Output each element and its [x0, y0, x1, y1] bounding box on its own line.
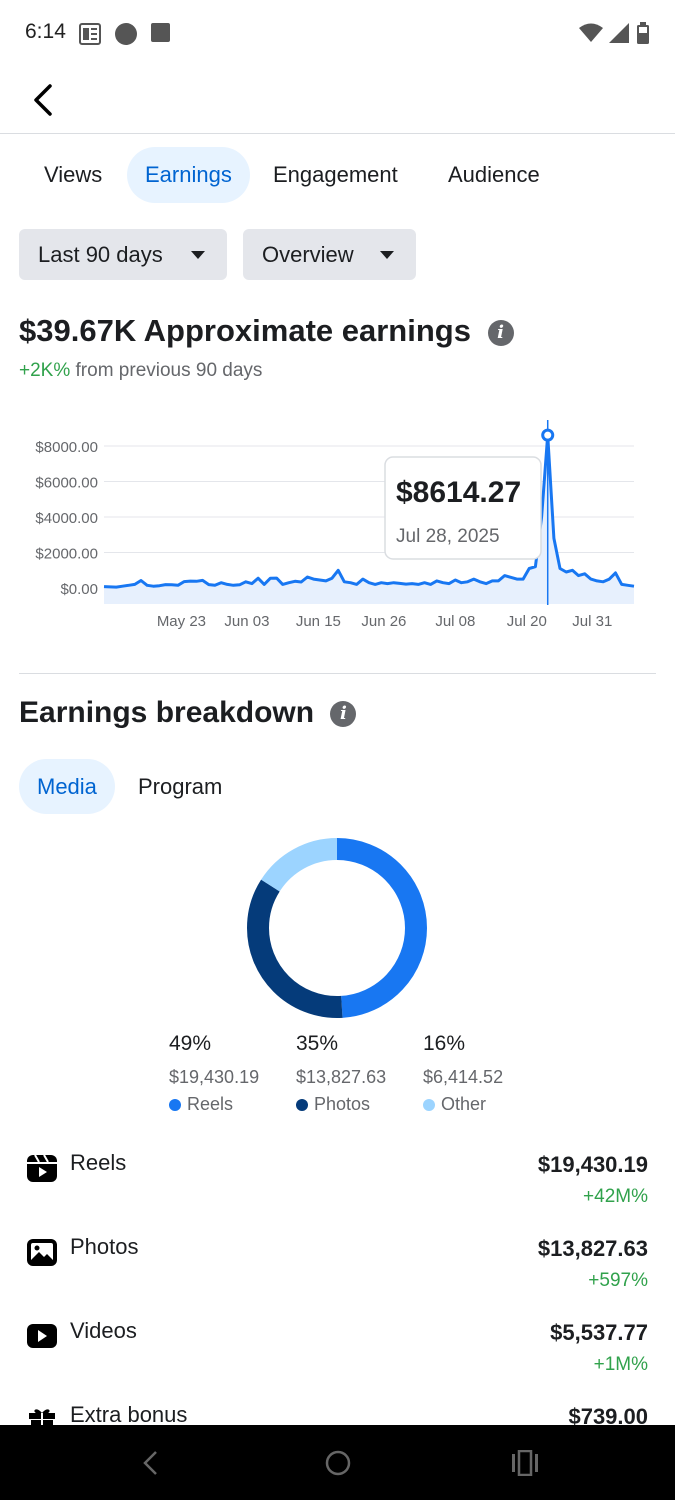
back-arrow-icon[interactable]	[28, 82, 60, 118]
status-time: 6:14	[25, 20, 66, 43]
chart-x-tick-label: Jul 08	[435, 613, 475, 630]
breakdown-row-extra-bonus[interactable]: Extra bonus $739.00	[0, 1402, 675, 1486]
news-icon	[79, 23, 101, 45]
battery-icon	[637, 22, 649, 44]
change-suffix: from previous 90 days	[75, 360, 263, 381]
signal-icon	[609, 23, 629, 43]
row-amount: $19,430.19	[537, 1152, 648, 1177]
status-bar: 6:14	[0, 0, 675, 66]
video-icon	[27, 1324, 57, 1348]
reels-dot-icon	[169, 1099, 181, 1112]
chart-x-tick-label: Jun 15	[296, 613, 341, 630]
insight-tabs: Views Earnings Engagement Audience	[0, 147, 675, 203]
view-dropdown[interactable]: Overview	[243, 229, 416, 280]
photo-icon	[27, 1239, 57, 1266]
caret-down-icon	[191, 251, 205, 259]
tab-views[interactable]: Views	[44, 162, 103, 187]
earnings-chart[interactable]: $8000.00 $6000.00 $4000.00 $2000.00 $0.00 May…	[0, 410, 675, 640]
legend-label: Photos	[314, 1094, 371, 1114]
row-name: Extra bonus	[70, 1402, 188, 1427]
legend-reels: 49% $19,430.19 Reels	[169, 1032, 289, 1115]
chart-x-tick-label: Jul 20	[507, 613, 547, 630]
tab-engagement[interactable]: Engagement	[273, 162, 398, 187]
row-amount: $13,827.63	[537, 1236, 648, 1261]
legend-label-row: Reels	[169, 1094, 289, 1115]
pill-media[interactable]: Media	[19, 759, 115, 814]
caret-down-icon	[380, 251, 394, 259]
legend-photos: 35% $13,827.63 Photos	[296, 1032, 416, 1115]
earnings-headline-text: $39.67K Approximate earnings	[19, 313, 471, 348]
earnings-headline: $39.67K Approximate earnings i	[19, 313, 514, 349]
legend-percent: 35%	[296, 1032, 339, 1055]
pill-program[interactable]: Program	[138, 774, 223, 799]
date-range-label: Last 90 days	[38, 242, 163, 267]
legend-amount: $13,827.63	[296, 1067, 387, 1087]
legend-label: Reels	[187, 1094, 234, 1114]
legend-percent: 16%	[423, 1032, 466, 1055]
breakdown-title: Earnings breakdown	[19, 696, 315, 729]
row-amount: $5,537.77	[550, 1320, 648, 1345]
info-icon[interactable]: i	[330, 701, 357, 728]
change-percent: +2K%	[19, 360, 71, 381]
legend-amount: $19,430.19	[169, 1067, 260, 1087]
breakdown-heading: Earnings breakdown i	[19, 696, 357, 730]
legend-label: Other	[441, 1094, 487, 1114]
chart-y-tick-label: $6000.00	[35, 475, 98, 492]
wifi-icon	[579, 23, 603, 42]
legend-percent: 49%	[169, 1032, 212, 1055]
row-name: Videos	[70, 1318, 137, 1343]
chart-tooltip-date: Jul 28, 2025	[396, 526, 500, 547]
row-change: +1M%	[593, 1354, 648, 1375]
square-notification-icon	[151, 23, 170, 42]
chart-x-tick-label: May 23	[157, 613, 206, 630]
app-bar	[0, 66, 675, 134]
date-range-dropdown[interactable]: Last 90 days	[19, 229, 227, 280]
breakdown-row-photos[interactable]: Photos $13,827.63 +597%	[0, 1234, 675, 1318]
row-change: +597%	[588, 1270, 648, 1291]
chart-y-tick-label: $4000.00	[35, 510, 98, 527]
chart-x-tick-label: Jun 03	[224, 613, 269, 630]
donut-slice-other	[247, 838, 427, 1018]
chart-highlight-point	[541, 428, 555, 442]
reels-icon	[27, 1154, 57, 1182]
view-label: Overview	[262, 242, 354, 267]
tab-earnings[interactable]: Earnings	[127, 147, 250, 203]
earnings-change: +2K% from previous 90 days	[19, 360, 262, 382]
chart-y-tick-label: $0.00	[60, 581, 98, 598]
divider	[19, 673, 656, 674]
chart-x-tick-label: Jun 26	[361, 613, 406, 630]
system-nav-bar	[0, 1425, 675, 1500]
row-name: Photos	[70, 1234, 139, 1259]
other-dot-icon	[423, 1099, 435, 1112]
legend-label-row: Other	[423, 1094, 543, 1115]
nav-back-icon[interactable]	[138, 1449, 162, 1477]
row-amount: $739.00	[568, 1404, 648, 1429]
circle-notification-icon	[115, 23, 137, 45]
nav-home-icon[interactable]	[324, 1449, 352, 1477]
earnings-donut-chart	[247, 838, 427, 1018]
donut-slice-photos	[247, 838, 427, 1018]
nav-recents-icon[interactable]	[511, 1450, 539, 1476]
legend-other: 16% $6,414.52 Other	[423, 1032, 543, 1115]
photos-dot-icon	[296, 1099, 308, 1112]
row-name: Reels	[70, 1150, 127, 1175]
info-icon[interactable]: i	[487, 319, 514, 346]
breakdown-row-reels[interactable]: Reels $19,430.19 +42M%	[0, 1150, 675, 1234]
chart-x-tick-label: Jul 31	[572, 613, 612, 630]
chart-tooltip-box	[384, 456, 542, 560]
chart-y-tick-label: $2000.00	[35, 546, 98, 563]
tab-audience[interactable]: Audience	[448, 162, 540, 187]
legend-amount: $6,414.52	[423, 1067, 504, 1087]
chart-y-tick-label: $8000.00	[35, 439, 98, 456]
breakdown-row-videos[interactable]: Videos $5,537.77 +1M%	[0, 1318, 675, 1402]
legend-label-row: Photos	[296, 1094, 416, 1115]
chart-series-line	[103, 433, 635, 589]
chart-area-fill	[104, 435, 634, 604]
row-change: +42M%	[583, 1186, 648, 1207]
chart-tooltip-value: $8614.27	[396, 476, 521, 509]
